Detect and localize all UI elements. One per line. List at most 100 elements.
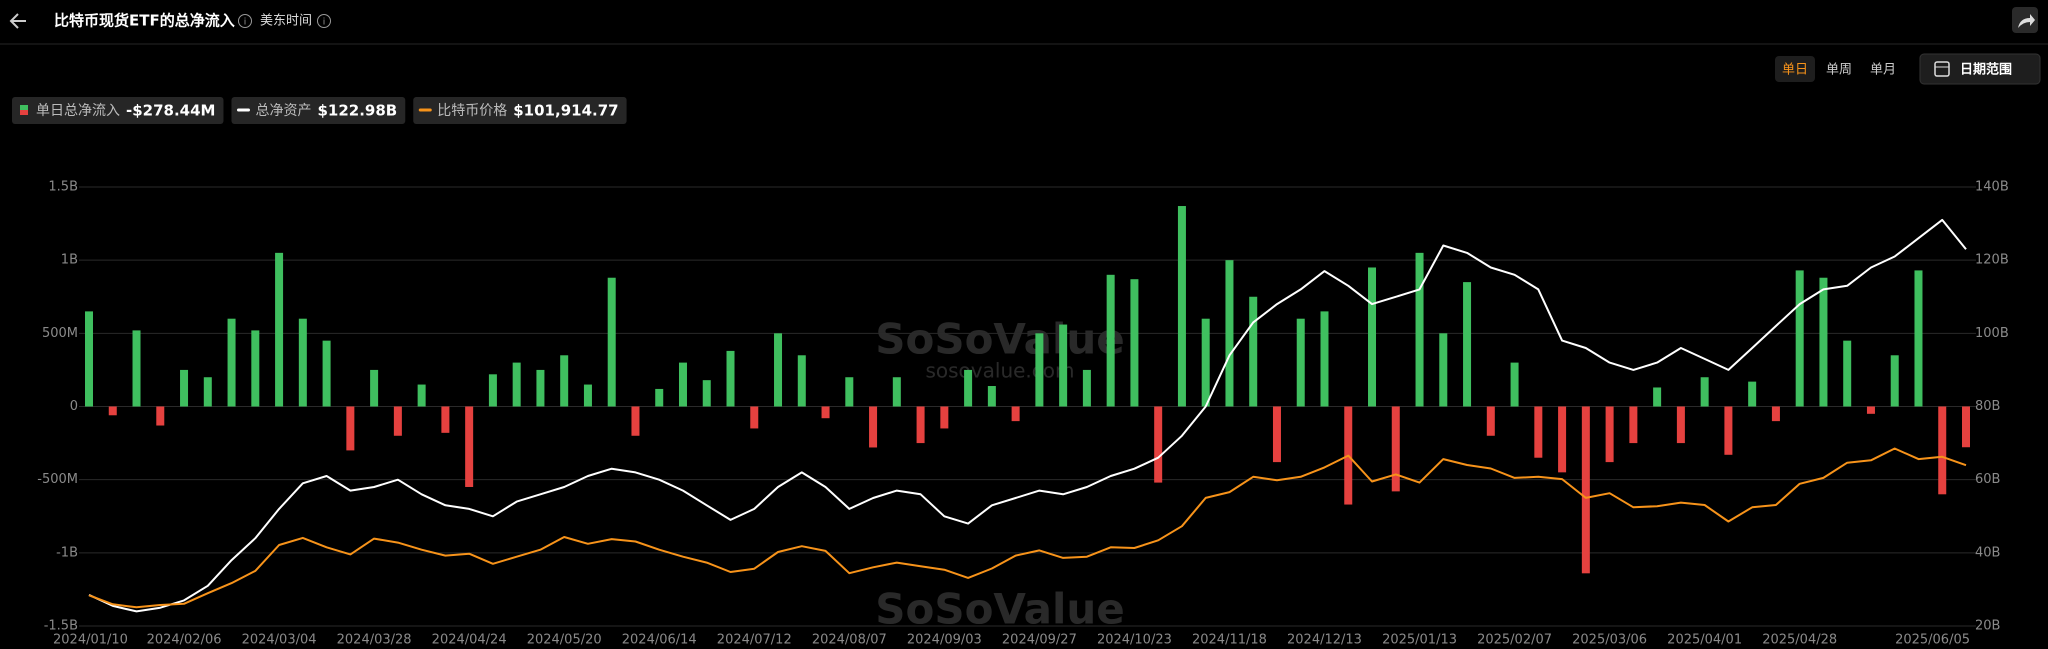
x-tick-label: 2025/04/01: [1667, 633, 1742, 648]
x-tick-label: 2024/04/24: [432, 633, 507, 648]
legend-name: 比特币价格: [437, 103, 507, 119]
bar: [1795, 270, 1804, 407]
bar: [298, 318, 307, 407]
bar: [845, 377, 854, 407]
bar: [1415, 252, 1424, 407]
y-tick-label: -1.5B: [44, 619, 78, 634]
back-button[interactable]: [9, 13, 26, 29]
plot: 1.5B 1B 500M 0 -500M -1B -1.5B 140B 120B 100B 80B 6…: [37, 180, 2008, 648]
info-i: i: [244, 18, 247, 28]
bar: [702, 380, 711, 407]
bar: [488, 374, 497, 407]
period-button[interactable]: 单日: [1775, 56, 1815, 82]
legend-item[interactable]: 比特币价格 $101,914.77: [413, 97, 627, 124]
timezone: 美东时间: [260, 14, 312, 29]
period-switch: 单日 单周 单月: [1775, 56, 1896, 82]
x-tick-label: 2024/06/14: [622, 633, 697, 648]
bar: [1534, 406, 1543, 458]
bar: [821, 406, 830, 419]
bar: [108, 406, 117, 416]
bar: [1106, 274, 1115, 407]
x-tick-label: 2025/02/07: [1477, 633, 1552, 648]
bar: [1676, 406, 1685, 444]
legend-bg: [12, 97, 224, 124]
bar: [417, 384, 426, 407]
bar: [1581, 406, 1590, 574]
share-button[interactable]: [2012, 7, 2038, 33]
x-tick-label: 2025/04/28: [1762, 633, 1837, 648]
watermark-site: sosovalue.com: [925, 359, 1074, 383]
bar: [1130, 279, 1139, 407]
legend-swatch: [20, 105, 28, 110]
bar: [1059, 324, 1068, 407]
period-button[interactable]: 单周: [1826, 63, 1852, 78]
bar: [1629, 406, 1638, 444]
bar: [1771, 406, 1780, 422]
bar: [631, 406, 640, 436]
bar: [1843, 340, 1852, 407]
bar: [1463, 282, 1472, 407]
y2-tick-label: 100B: [1975, 326, 2009, 341]
y-tick-label: 500M: [42, 326, 78, 341]
share-icon: [2018, 14, 2035, 28]
x-tick-label: 2025/06/05: [1895, 633, 1970, 648]
bar: [726, 350, 735, 407]
bar: [774, 333, 783, 407]
watermark-brand: SoSoValue: [875, 315, 1125, 364]
bar: [393, 406, 402, 436]
legend-item[interactable]: 单日总净流入 -$278.44M: [12, 97, 224, 124]
bar: [1177, 206, 1186, 407]
x-tick-label: 2024/03/28: [337, 633, 412, 648]
bar: [607, 277, 616, 407]
bar: [1368, 267, 1377, 407]
bar: [869, 406, 878, 448]
bar: [1605, 406, 1614, 463]
bar: [1700, 377, 1709, 407]
legend-value: $101,914.77: [513, 102, 618, 120]
x-tick-label: 2024/11/18: [1192, 633, 1267, 648]
bar: [85, 311, 93, 407]
bar: [1320, 311, 1329, 407]
info-icon[interactable]: i: [317, 14, 331, 28]
bar: [892, 377, 901, 407]
x-tick-label: 2024/05/20: [527, 633, 602, 648]
period-label: 单周: [1826, 63, 1852, 78]
x-tick-label: 2024/07/12: [717, 633, 792, 648]
bar: [1296, 318, 1305, 407]
bar: [1724, 406, 1733, 455]
line: [88, 218, 1967, 613]
bar: [1510, 362, 1519, 407]
info-icon[interactable]: i: [238, 14, 252, 28]
bar: [1819, 277, 1828, 407]
bar: [1486, 406, 1495, 436]
bar: [441, 406, 450, 433]
bar: [346, 406, 355, 451]
bar: [1391, 406, 1400, 492]
y2-tick-label: 20B: [1975, 619, 2000, 634]
bar: [560, 355, 569, 407]
bar: [1558, 406, 1567, 473]
bar: [465, 406, 474, 487]
bar: [1011, 406, 1020, 422]
bar: [1962, 406, 1970, 448]
y-tick-label: -500M: [37, 472, 78, 487]
legend-item[interactable]: 总净资产 $122.98B: [231, 97, 406, 124]
date-range-button[interactable]: 日期范围: [1919, 53, 2041, 85]
legend-name: 总净资产: [255, 103, 311, 119]
bar: [916, 406, 925, 444]
x-tick-label: 2025/03/06: [1572, 633, 1647, 648]
y-tick-label: -1B: [56, 545, 78, 560]
bar: [987, 386, 996, 407]
bar: [370, 369, 379, 407]
bar: [536, 369, 545, 407]
bar: [203, 377, 212, 407]
bar: [1866, 406, 1875, 414]
back-arrow: [9, 13, 26, 29]
y2-tick-label: 40B: [1975, 545, 2000, 560]
y2-tick-label: 60B: [1975, 472, 2000, 487]
period-button[interactable]: 单月: [1870, 63, 1896, 78]
bar: [1035, 333, 1044, 407]
bar: [1201, 318, 1210, 407]
